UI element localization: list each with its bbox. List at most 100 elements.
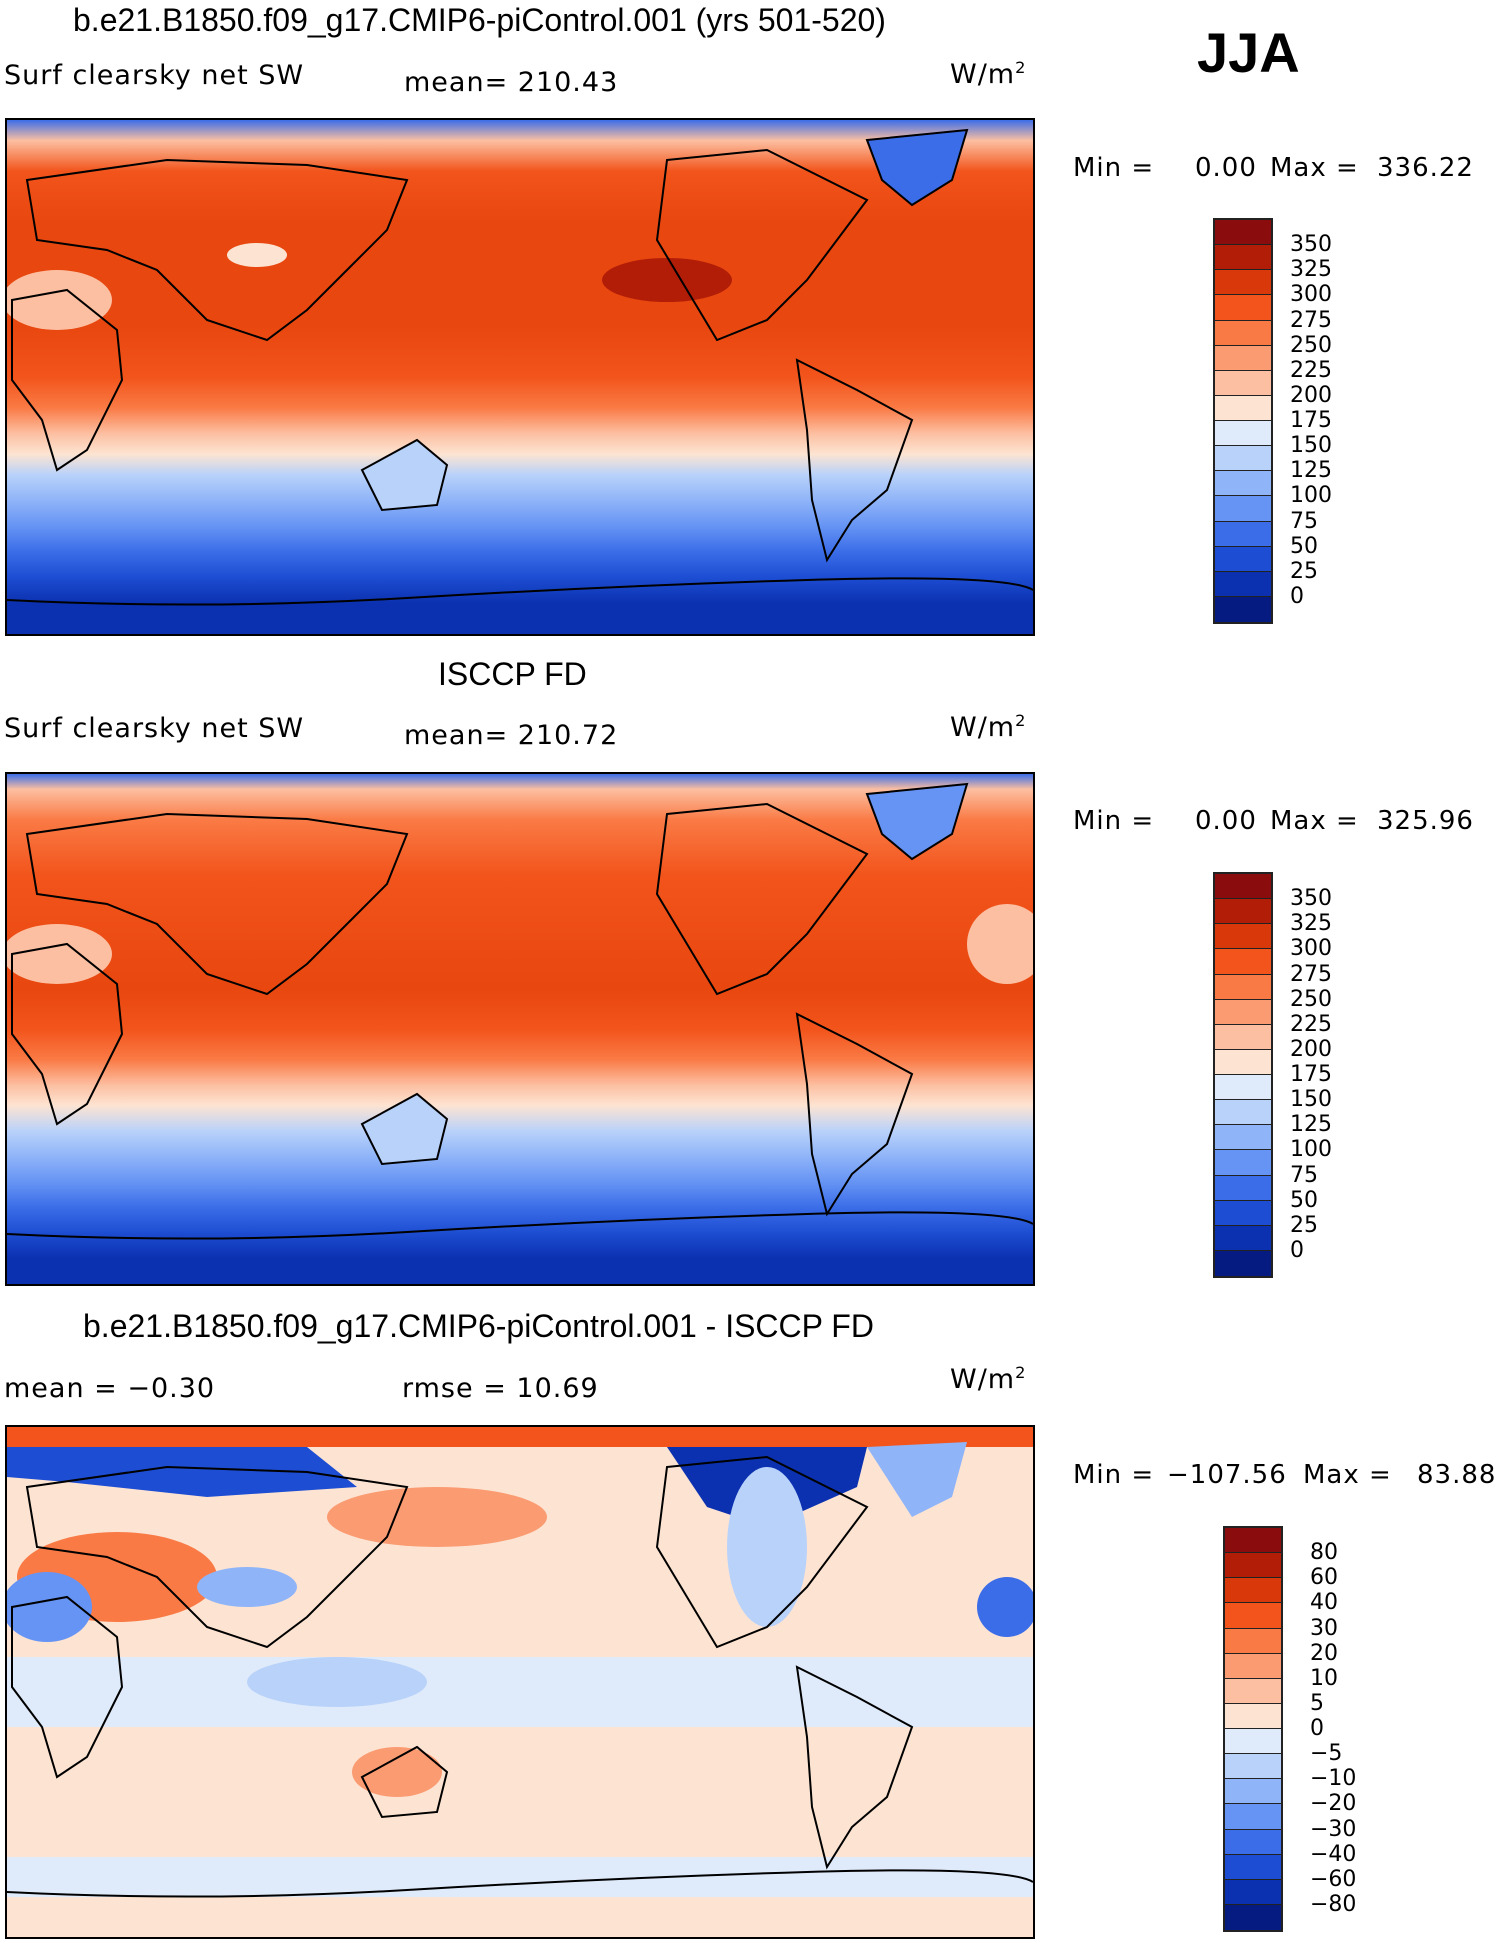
panel-3-mean: mean = −0.30 — [4, 1373, 216, 1404]
colorbar-tick-label: 150 — [1290, 433, 1332, 459]
panel-3-units: W/m2 — [950, 1363, 1027, 1395]
colorbar-tick-label: 10 — [1310, 1665, 1338, 1691]
colorbar-tick-label: 275 — [1290, 961, 1332, 987]
panel-3-max-value: 83.88 — [1417, 1460, 1497, 1490]
panel-1-min-value: 0.00 — [1195, 153, 1257, 183]
colorbar-segment — [1215, 1100, 1271, 1126]
panel-2-units: W/m2 — [950, 711, 1027, 743]
colorbar-tick-label: 50 — [1290, 533, 1318, 559]
map-panel-1 — [5, 118, 1035, 636]
colorbar-segment — [1215, 295, 1271, 321]
colorbar-segment — [1225, 1703, 1281, 1729]
colorbar-segment — [1225, 1754, 1281, 1780]
colorbar-tick-label: 225 — [1290, 357, 1332, 383]
colorbar-tick-label: 5 — [1310, 1690, 1324, 1716]
colorbar-tick-label: 25 — [1290, 1212, 1318, 1238]
colorbar-tick-label: 150 — [1290, 1087, 1332, 1113]
colorbar-segment — [1215, 571, 1271, 597]
panel-1-units: W/m2 — [950, 58, 1027, 90]
panel-2-min-value: 0.00 — [1195, 806, 1257, 836]
colorbar-segment — [1225, 1528, 1281, 1554]
colorbar-segment — [1215, 496, 1271, 522]
colorbar-segment — [1215, 874, 1271, 900]
panel-2-max-value: 325.96 — [1377, 806, 1474, 836]
panel-2-min-label: Min = — [1073, 806, 1155, 836]
panel-2-mean: mean= 210.72 — [404, 720, 619, 751]
panel-2-max-label: Max = — [1270, 806, 1359, 836]
colorbar-tick-label: 0 — [1290, 1237, 1304, 1263]
colorbar-segment — [1215, 1225, 1271, 1251]
panel-1-max-label: Max = — [1270, 153, 1359, 183]
colorbar-tick-label: 325 — [1290, 911, 1332, 937]
panel-1-max-value: 336.22 — [1377, 153, 1474, 183]
colorbar-tick-label: 350 — [1290, 886, 1332, 912]
panel-3-min-label: Min = — [1073, 1460, 1155, 1490]
colorbar-tick-label: 125 — [1290, 458, 1332, 484]
colorbar-segment — [1215, 471, 1271, 497]
colorbar-2 — [1213, 872, 1273, 1278]
colorbar-segment — [1215, 395, 1271, 421]
colorbar-segment — [1225, 1779, 1281, 1805]
colorbar-tick-label: 80 — [1310, 1540, 1338, 1566]
colorbar-tick-label: 0 — [1310, 1716, 1324, 1741]
colorbar-tick-label: 175 — [1290, 1062, 1332, 1087]
colorbar-tick-label: −5 — [1310, 1741, 1343, 1767]
colorbar-segment — [1225, 1678, 1281, 1704]
panel-1-min-label: Min = — [1073, 153, 1155, 183]
colorbar-tick-label: 350 — [1290, 232, 1332, 258]
colorbar-segment — [1215, 370, 1271, 396]
colorbar-tick-label: −60 — [1310, 1866, 1357, 1892]
colorbar-tick-label: 250 — [1290, 986, 1332, 1012]
colorbar-tick-label: −30 — [1310, 1816, 1357, 1842]
colorbar-tick-label: 30 — [1310, 1615, 1338, 1641]
colorbar-tick-label: 275 — [1290, 307, 1332, 333]
colorbar-tick-label: 225 — [1290, 1011, 1332, 1037]
colorbar-segment — [1215, 446, 1271, 472]
colorbar-segment — [1215, 245, 1271, 271]
colorbar-segment — [1225, 1854, 1281, 1880]
colorbar-tick-label: 75 — [1290, 508, 1318, 534]
colorbar-segment — [1215, 1024, 1271, 1050]
colorbar-segment — [1215, 949, 1271, 975]
colorbar-segment — [1215, 270, 1271, 296]
colorbar-tick-label: 0 — [1290, 583, 1304, 609]
colorbar-tick-label: 40 — [1310, 1590, 1338, 1616]
map-panel-3 — [5, 1425, 1035, 1939]
colorbar-tick-label: 75 — [1290, 1162, 1318, 1188]
colorbar-segment — [1225, 1553, 1281, 1579]
colorbar-tick-label: −40 — [1310, 1841, 1357, 1867]
map-panel-2 — [5, 772, 1035, 1286]
colorbar-tick-label: 50 — [1290, 1187, 1318, 1213]
colorbar-tick-label: 325 — [1290, 257, 1332, 283]
colorbar-segment — [1225, 1879, 1281, 1905]
panel-2-title: ISCCP FD — [438, 656, 587, 692]
colorbar-segment — [1215, 1049, 1271, 1075]
colorbar-segment — [1225, 1653, 1281, 1679]
colorbar-segment — [1215, 1175, 1271, 1201]
colorbar-tick-label: 100 — [1290, 1137, 1332, 1163]
colorbar-segment — [1215, 345, 1271, 371]
colorbar-tick-label: 100 — [1290, 483, 1332, 509]
colorbar-segment — [1215, 899, 1271, 925]
panel-1-variable: Surf clearsky net SW — [4, 60, 305, 91]
panel-3-rmse: rmse = 10.69 — [402, 1373, 599, 1404]
colorbar-segment — [1225, 1603, 1281, 1629]
panel-2-variable: Surf clearsky net SW — [4, 713, 305, 744]
colorbar-tick-label: 300 — [1290, 936, 1332, 962]
colorbar-3 — [1223, 1526, 1283, 1932]
colorbar-segment — [1225, 1578, 1281, 1604]
colorbar-tick-label: 175 — [1290, 408, 1332, 433]
colorbar-tick-label: 300 — [1290, 282, 1332, 308]
colorbar-segment — [1215, 546, 1271, 572]
colorbar-tick-label: 200 — [1290, 382, 1332, 408]
colorbar-tick-label: 200 — [1290, 1036, 1332, 1062]
panel-3-max-label: Max = — [1303, 1460, 1392, 1490]
colorbar-segment — [1215, 220, 1271, 246]
colorbar-segment — [1215, 999, 1271, 1025]
colorbar-tick-label: 60 — [1310, 1565, 1338, 1591]
colorbar-segment — [1215, 1200, 1271, 1226]
season-label: JJA — [1197, 21, 1300, 84]
colorbar-tick-label: −80 — [1310, 1891, 1357, 1917]
colorbar-segment — [1215, 1125, 1271, 1151]
colorbar-segment — [1225, 1904, 1281, 1930]
